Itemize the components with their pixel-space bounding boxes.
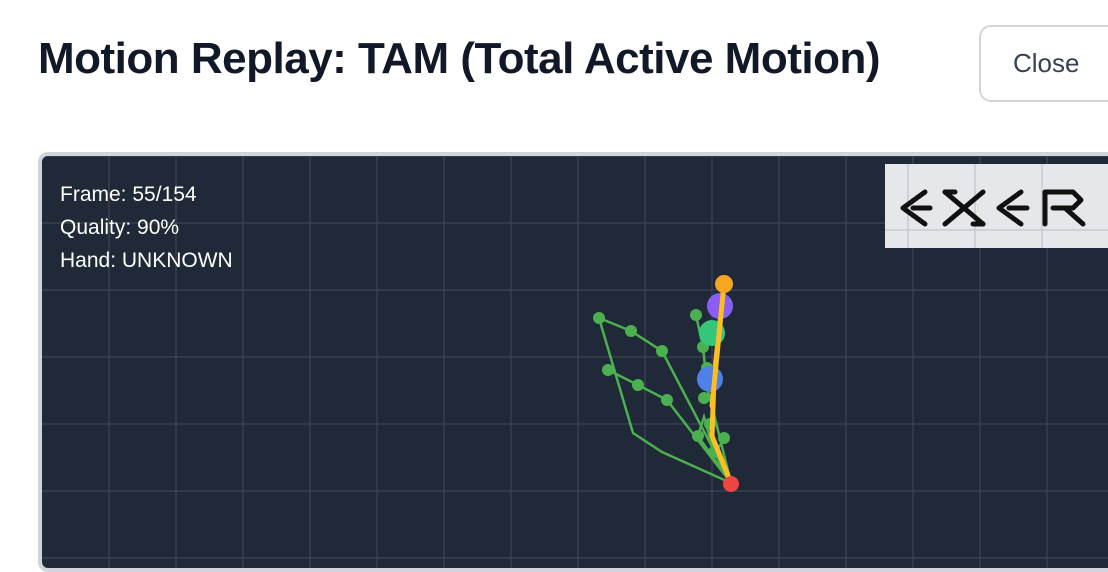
- close-button[interactable]: Close: [979, 25, 1108, 102]
- exer-logo-mark: [885, 164, 1108, 248]
- quality-readout: Quality: 90%: [60, 216, 180, 239]
- tracked-finger-line-top: [709, 281, 727, 409]
- hand-readout: Hand: UNKNOWN: [60, 249, 233, 272]
- frame-info-overlay: Frame: 55/154 Quality: 90% Hand: UNKNOWN: [60, 178, 233, 277]
- motion-replay-canvas[interactable]: Frame: 55/154 Quality: 90% Hand: UNKNOWN: [38, 152, 1108, 572]
- frame-counter: Frame: 55/154: [60, 183, 197, 206]
- dialog-title: Motion Replay: TAM (Total Active Motion): [38, 34, 881, 83]
- canvas-drawing: [42, 156, 1108, 568]
- dialog-header: Motion Replay: TAM (Total Active Motion)…: [0, 0, 1108, 130]
- finger-index-outer-bone: [598, 316, 733, 484]
- finger-index-bone: [597, 317, 732, 485]
- wrist-marker: [723, 476, 739, 492]
- palm-bone: [696, 412, 733, 484]
- background-grid: [42, 156, 1108, 568]
- exer-logo: [885, 164, 1108, 248]
- fingertip-marker: [715, 275, 733, 293]
- joint-marker-blue: [697, 366, 723, 392]
